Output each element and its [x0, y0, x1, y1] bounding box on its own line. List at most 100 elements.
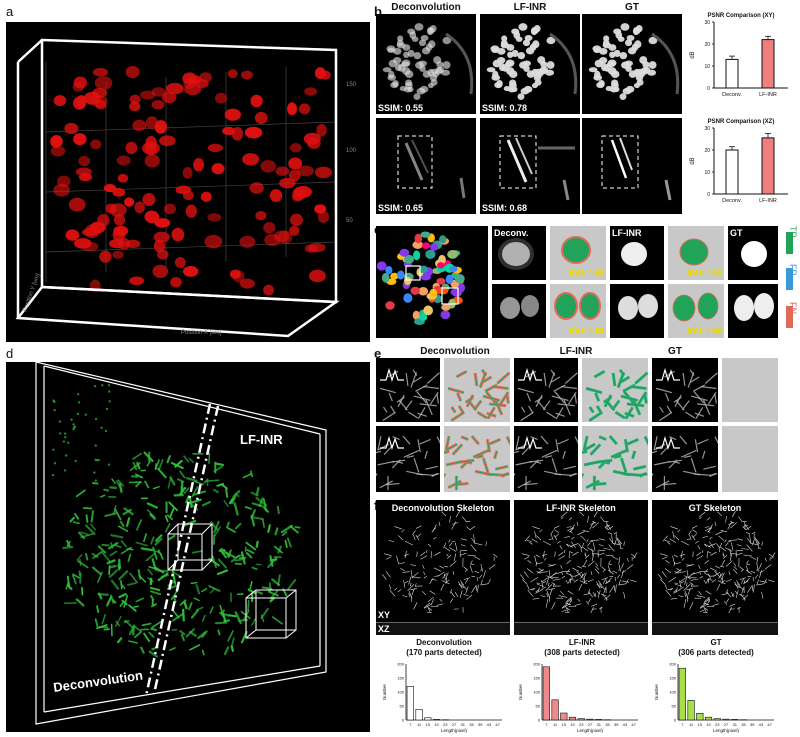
- skeleton-segment: [699, 565, 701, 569]
- skeleton-segment: [454, 554, 456, 562]
- mito-dot: [59, 420, 61, 422]
- nucleus: [132, 120, 146, 131]
- skeleton-segment: [673, 531, 675, 538]
- mito-dot: [95, 479, 97, 481]
- segment: [385, 301, 394, 310]
- mito-segment: [151, 596, 153, 600]
- x-tick-label: 31: [461, 722, 466, 727]
- mito-segment: [194, 481, 203, 484]
- mito-segment: [228, 631, 233, 641]
- mito-segment: [197, 585, 200, 593]
- mito-segment: [154, 487, 160, 489]
- skeleton-segment: [757, 557, 758, 564]
- mito-dot: [106, 408, 108, 410]
- mito-segment: [145, 482, 148, 488]
- x-tick-label: 39: [614, 722, 619, 727]
- skeleton-segment: [530, 577, 537, 582]
- nucleus: [506, 67, 514, 75]
- skeleton-segment: [413, 530, 416, 534]
- skeleton-segment: [582, 566, 586, 567]
- mito-fragment: [406, 373, 408, 386]
- nucleus: [539, 67, 546, 75]
- skeleton-svg: [652, 500, 778, 634]
- skeleton-segment: [450, 516, 451, 523]
- mito-dot: [72, 423, 74, 425]
- skeleton-segment: [455, 592, 458, 597]
- mito-fragment: [546, 412, 555, 418]
- mito-segment: [110, 551, 116, 555]
- skeleton-segment: [398, 589, 402, 592]
- skeleton-segment: [679, 595, 684, 596]
- nucleus: [204, 235, 222, 248]
- hist-title-deconvolution-line2: (170 parts detected): [406, 648, 482, 657]
- nucleus: [636, 25, 643, 32]
- skeleton-segment: [765, 558, 766, 561]
- legend-fn: FN: [788, 302, 798, 314]
- mito-segment: [135, 632, 141, 637]
- mito-segment: [63, 547, 72, 548]
- skeleton-segment: [722, 593, 728, 594]
- y-axis-label: Number: [382, 684, 387, 701]
- nucleus: [85, 224, 100, 238]
- mito-segment: [102, 545, 108, 546]
- mito-fragment: [563, 466, 575, 469]
- skeleton-segment: [666, 560, 670, 563]
- panel-c-deconv-bottom-mask: IOU: 0.54: [550, 284, 606, 338]
- mask-fragment-tp: [621, 458, 626, 472]
- nucleus: [421, 35, 429, 41]
- mito-segment: [229, 615, 235, 616]
- skeleton-segment: [400, 568, 404, 571]
- xz-deconv-svg: [376, 118, 476, 214]
- skeleton-segment: [535, 556, 537, 565]
- nucleus: [299, 103, 310, 114]
- mito-segment: [152, 622, 161, 628]
- mito-segment: [276, 528, 278, 534]
- skeleton-segment: [404, 580, 405, 587]
- mito-fragment: [549, 372, 555, 387]
- mito-fragment: [399, 401, 407, 411]
- row-label-xz: XZ: [378, 624, 390, 634]
- x-tick-label: 39: [750, 722, 755, 727]
- skeleton-segment: [745, 578, 749, 583]
- mito-fragment: [384, 407, 388, 412]
- skeleton-segment: [460, 553, 466, 555]
- mito-segment: [273, 617, 282, 624]
- skeleton-segment: [428, 607, 431, 613]
- skeleton-title-lfinr: LF-INR Skeleton: [514, 503, 648, 513]
- mito-segment: [243, 474, 250, 477]
- skeleton-segment: [522, 580, 527, 585]
- nucleus: [315, 167, 332, 179]
- mito-segment: [184, 602, 186, 608]
- skeleton-segment: [721, 530, 727, 531]
- nucleus: [491, 75, 500, 81]
- skeleton-segment: [737, 550, 743, 551]
- skeleton-segment: [734, 566, 737, 569]
- mito-fragment: [552, 396, 569, 400]
- skeleton-segment: [401, 529, 404, 532]
- nucleus: [393, 57, 401, 64]
- skeleton-segment: [725, 543, 728, 546]
- mito-segment: [168, 456, 170, 462]
- skeleton-segment: [450, 561, 456, 567]
- y-tick-label: 100: [397, 690, 404, 695]
- mito-segment: [158, 469, 166, 478]
- mito-segment: [84, 508, 92, 509]
- skeleton-segment: [740, 578, 746, 580]
- x-tick-label: 11: [553, 722, 558, 727]
- skeleton-segment: [755, 575, 758, 579]
- nucleus: [625, 61, 633, 67]
- mito-fragment: [527, 393, 530, 401]
- mito-dot: [74, 460, 76, 462]
- skeleton-segment: [615, 584, 616, 592]
- mito-segment: [124, 621, 128, 622]
- skeleton-segment: [447, 554, 449, 557]
- mito-segment: [148, 503, 157, 507]
- skeleton-segment: [710, 552, 716, 555]
- blob-svg: [728, 284, 778, 338]
- hist-bar: [552, 700, 559, 720]
- mito-fragment: [406, 471, 423, 475]
- mito-segment: [75, 514, 78, 519]
- mito-fragment: [701, 387, 717, 389]
- skeleton-segment: [479, 575, 482, 579]
- mito-dot: [64, 436, 66, 438]
